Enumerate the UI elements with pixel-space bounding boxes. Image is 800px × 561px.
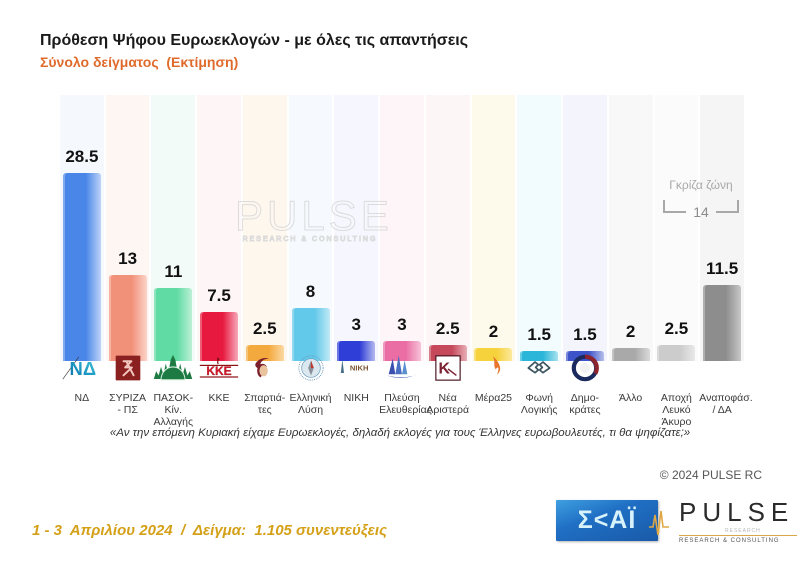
svg-text:ΝΔ: ΝΔ bbox=[69, 358, 96, 379]
svg-text:ΚΚΕ: ΚΚΕ bbox=[206, 364, 231, 378]
svg-text:ΝΙΚΗ: ΝΙΚΗ bbox=[350, 364, 369, 373]
svg-text:14: 14 bbox=[693, 204, 709, 220]
